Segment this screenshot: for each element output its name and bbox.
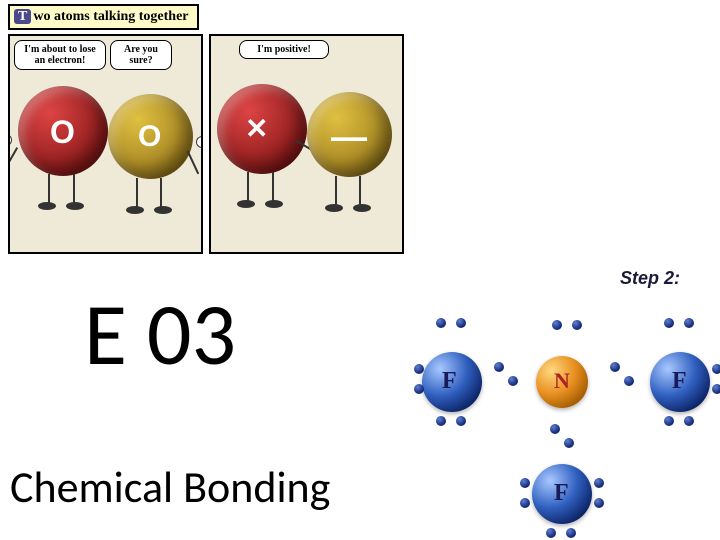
speech-bubble-2: Are you sure? <box>110 40 172 70</box>
electron-dot <box>546 528 556 538</box>
comic-panel-2: I'm positive! ✕ — <box>209 34 404 254</box>
comic-title: Two atoms talking together <box>8 4 199 30</box>
electron-dot <box>610 362 620 372</box>
electron-dot <box>664 416 674 426</box>
comic-strip: Two atoms talking together I'm about to … <box>8 4 408 259</box>
electron-dot <box>456 318 466 328</box>
electron-dot <box>684 416 694 426</box>
electron-dot <box>712 364 720 374</box>
electron-dot <box>712 384 720 394</box>
atom-character-yellow-2: — <box>307 92 392 177</box>
electron-dot <box>414 384 424 394</box>
electron-dot <box>494 362 504 372</box>
speech-bubble-3: I'm positive! <box>239 40 329 59</box>
electron-dot <box>552 320 562 330</box>
molecule-atom-label-f1: F <box>442 368 457 395</box>
electron-dot <box>572 320 582 330</box>
comic-title-prefix: T <box>14 9 31 24</box>
main-heading: E 03 <box>84 280 236 388</box>
comic-panels: I'm about to lose an electron! Are you s… <box>8 34 408 254</box>
electron-dot <box>436 416 446 426</box>
electron-dot <box>564 438 574 448</box>
electron-dot <box>624 376 634 386</box>
comic-panel-1: I'm about to lose an electron! Are you s… <box>8 34 203 254</box>
speech-bubble-1: I'm about to lose an electron! <box>14 40 106 70</box>
electron-dot <box>508 376 518 386</box>
molecule-atom-label-f2: F <box>672 368 687 395</box>
electron-dot <box>520 478 530 488</box>
electron-dot <box>594 478 604 488</box>
electron-dot <box>456 416 466 426</box>
step-label: Step 2: <box>620 268 680 289</box>
electron-dot <box>594 498 604 508</box>
comic-title-text: wo atoms talking together <box>33 9 188 24</box>
sub-heading: Chemical Bonding <box>10 460 330 514</box>
electron-dot <box>550 424 560 434</box>
atom-red-face-1: O <box>50 114 75 151</box>
molecule-atom-label-n: N <box>554 368 570 394</box>
atom-character-yellow-1: O <box>108 94 193 179</box>
molecule-diagram: Step 2: F N F F <box>420 268 720 540</box>
atom-character-red-2: ✕ <box>217 84 307 174</box>
molecule-atom-label-f3: F <box>554 480 569 507</box>
atom-character-red-1: O <box>18 86 108 176</box>
atom-red-face-2: ✕ <box>245 112 268 145</box>
electron-dot <box>520 498 530 508</box>
atom-yellow-face-2: — <box>331 116 367 158</box>
atom-yellow-face-1: O <box>138 120 161 154</box>
electron-dot <box>684 318 694 328</box>
electron-dot <box>414 364 424 374</box>
electron-dot <box>436 318 446 328</box>
electron-dot <box>566 528 576 538</box>
electron-dot <box>664 318 674 328</box>
